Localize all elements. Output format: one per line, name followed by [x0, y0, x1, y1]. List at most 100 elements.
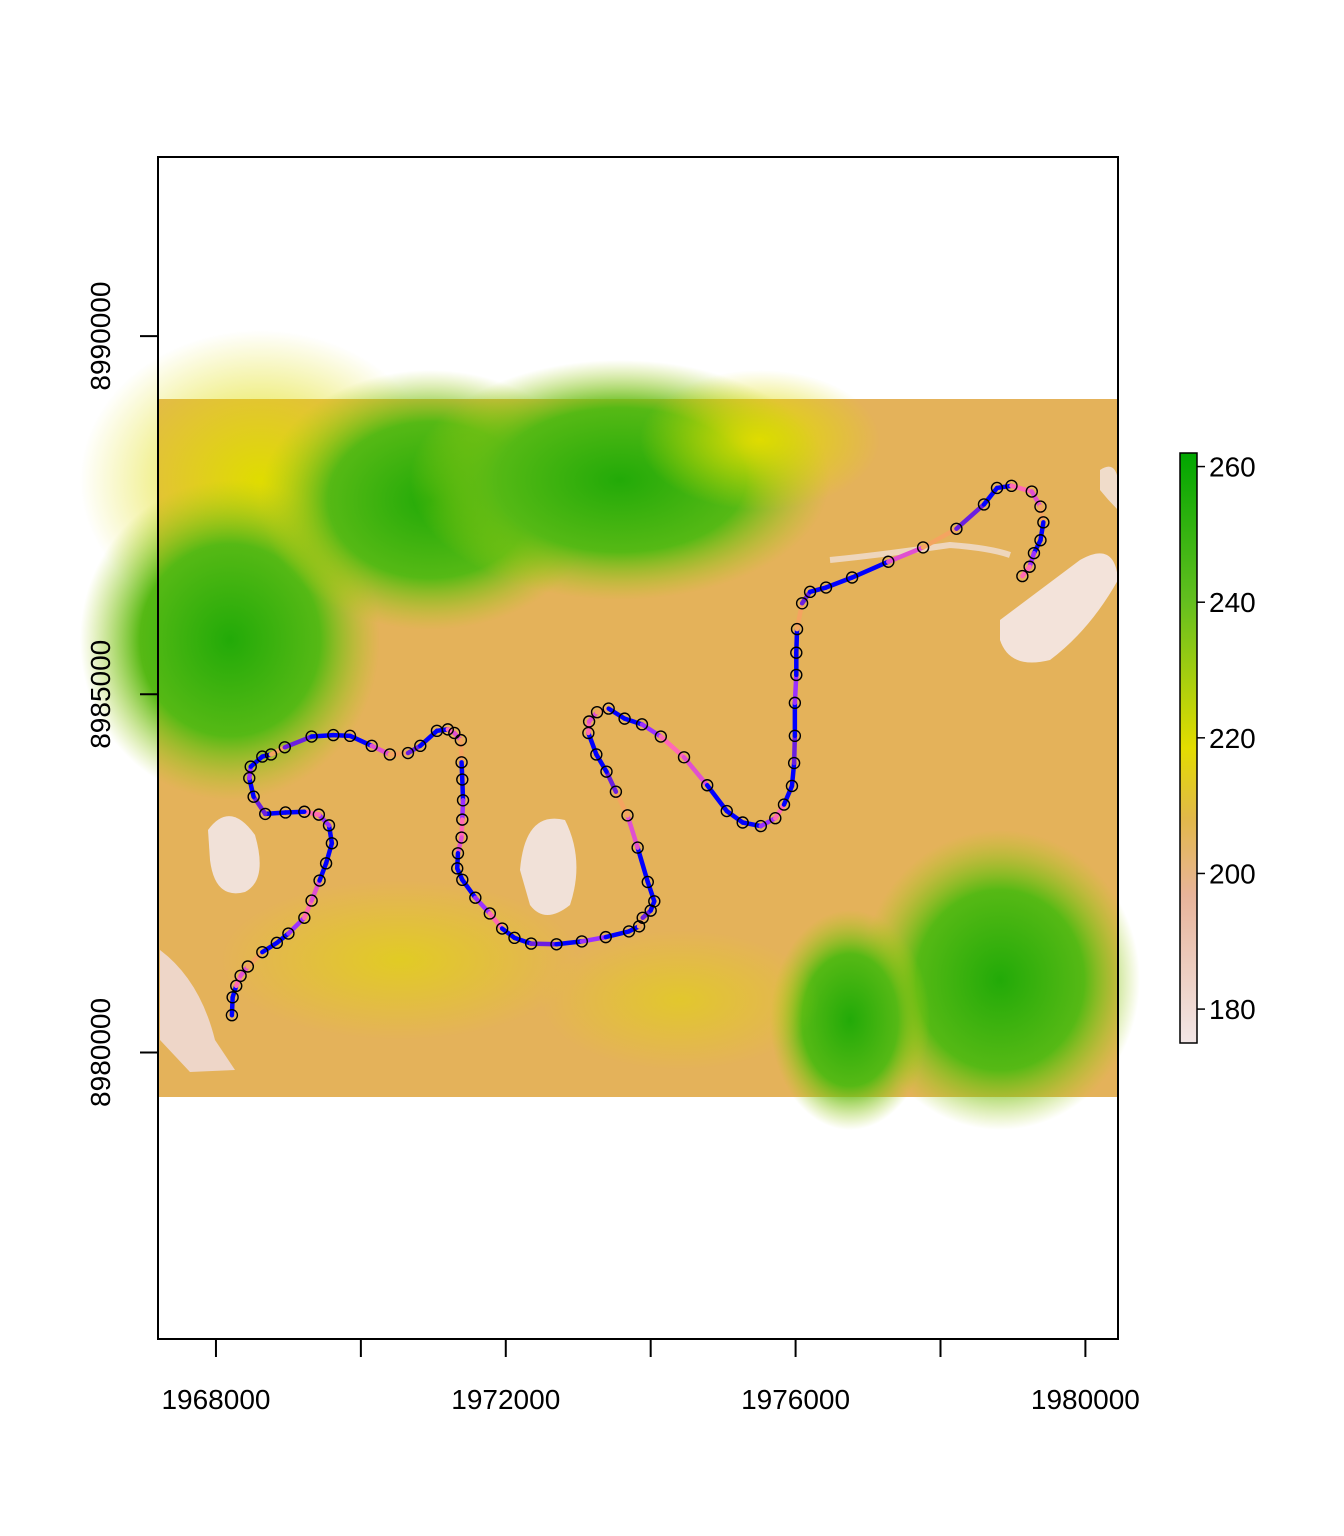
sample-point [845, 571, 859, 584]
legend-tick-label: 260 [1209, 452, 1256, 483]
y-axis: 8980000 8985000 8990000 [85, 282, 158, 1107]
path-segment [316, 812, 332, 828]
sample-point [631, 841, 644, 854]
path-segment [789, 760, 797, 789]
sample-point [720, 804, 733, 818]
sample-point [495, 922, 509, 935]
sample-point [343, 729, 357, 743]
path-segment [458, 737, 464, 765]
sample-point [230, 979, 243, 993]
sample-point [1023, 560, 1036, 573]
sample-point [632, 920, 646, 933]
path-segment [460, 877, 478, 900]
path-segment [920, 526, 959, 550]
path-segment [274, 931, 291, 946]
sample-point [609, 785, 623, 798]
path-segment [405, 743, 423, 756]
sample-point [298, 805, 311, 818]
sample-point [803, 585, 817, 599]
path-segment [981, 485, 1000, 507]
path-segment [994, 483, 1014, 491]
sample-point [788, 696, 802, 710]
sample-point [456, 873, 469, 887]
y-tick-label: 8980000 [85, 998, 116, 1107]
path-segment [286, 915, 307, 936]
y-tick-label: 8990000 [85, 282, 116, 391]
sample-point [451, 862, 464, 875]
path-segment [823, 575, 855, 590]
sample-point [234, 969, 247, 983]
sample-point [777, 798, 791, 811]
sample-point [455, 831, 468, 844]
path-segment [579, 934, 609, 944]
path-segment [418, 728, 440, 749]
sample-point [754, 819, 768, 833]
plot-frame [157, 156, 1119, 1340]
path-segment [794, 626, 800, 655]
sample-point [654, 730, 668, 743]
sample-point [225, 1009, 239, 1022]
path-segment [886, 545, 926, 564]
sample-point [270, 936, 284, 950]
sample-point [795, 597, 809, 610]
legend-tick-label: 220 [1209, 723, 1256, 754]
sample-point [1025, 485, 1038, 498]
x-axis: 1968000 1972000 1976000 1980000 [161, 1339, 1140, 1415]
path-segment [331, 732, 353, 739]
sample-point [599, 930, 612, 944]
path-segment [347, 733, 374, 749]
path-segment [1009, 483, 1035, 494]
path-segment [773, 802, 787, 821]
sample-point [636, 911, 649, 924]
path-segment [459, 817, 465, 840]
path-segment [460, 798, 466, 822]
path-segment [740, 820, 764, 829]
sample-point [244, 760, 257, 773]
sample-point [648, 895, 661, 908]
sample-point [441, 723, 455, 736]
sample-point [790, 646, 803, 659]
sample-point [448, 726, 461, 740]
path-segment [1038, 520, 1046, 543]
path-segment [248, 754, 265, 769]
path-segment [302, 809, 322, 817]
path-segment [309, 878, 322, 903]
x-tick-label: 1980000 [1031, 1384, 1140, 1415]
path-segment [604, 769, 619, 794]
path-segment [323, 841, 335, 866]
sample-point [256, 945, 269, 959]
sample-point [575, 935, 589, 948]
sample-point [736, 816, 749, 829]
path-segment [645, 879, 657, 904]
sample-point [790, 622, 804, 636]
sample-point [456, 813, 469, 826]
sample-point [256, 750, 269, 763]
x-tick-label: 1968000 [161, 1384, 270, 1415]
sample-point [677, 751, 691, 764]
path-segment [309, 732, 336, 739]
legend-tick-label: 240 [1209, 587, 1256, 618]
sample-point [451, 847, 465, 860]
sample-point [298, 911, 311, 924]
sample-point [819, 581, 833, 594]
sample-point [1016, 569, 1029, 583]
sample-point [327, 728, 340, 742]
sample-point [305, 730, 318, 743]
sample-point [524, 937, 538, 950]
sample-point [456, 794, 470, 807]
sample-point [582, 715, 596, 728]
path-segment [528, 941, 559, 947]
sample-point [264, 748, 278, 761]
path-segment [460, 777, 466, 803]
sample-point [325, 837, 339, 850]
path-segment [251, 794, 268, 817]
sample-point [641, 875, 654, 889]
legend-tick-label: 180 [1209, 994, 1256, 1025]
sample-point [550, 938, 563, 951]
sample-point [635, 718, 649, 731]
x-tick-label: 1972000 [451, 1384, 560, 1415]
path-segment [302, 898, 314, 921]
path-segment [1038, 504, 1046, 525]
sample-point [414, 739, 427, 753]
